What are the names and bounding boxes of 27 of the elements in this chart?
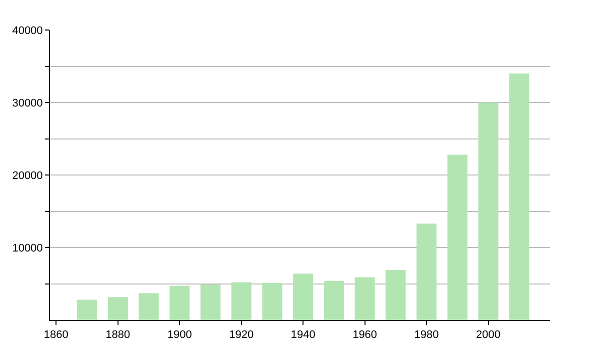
bar	[478, 102, 498, 320]
bar	[354, 277, 375, 320]
y-tick-label: 10000	[12, 242, 43, 254]
bar	[324, 280, 344, 320]
bar	[231, 282, 252, 320]
x-tick-label: 1940	[290, 329, 316, 342]
bar	[77, 300, 98, 320]
y-tick-label: 40000	[12, 24, 43, 37]
bar	[293, 274, 314, 320]
bar	[416, 224, 437, 320]
bar	[386, 270, 406, 320]
bar	[447, 154, 468, 320]
y-tick-label: 30000	[12, 97, 43, 110]
bar	[108, 297, 128, 320]
bar	[509, 74, 530, 320]
bar	[138, 293, 159, 320]
bar	[200, 284, 221, 320]
y-tick-label: 20000	[12, 170, 43, 182]
x-tick-label: 2000	[476, 329, 501, 342]
x-tick-label: 1960	[352, 329, 378, 342]
x-tick-label: 1900	[167, 329, 192, 342]
bar	[262, 283, 282, 320]
x-tick-label: 1920	[229, 329, 254, 342]
x-tick-label: 1980	[414, 329, 439, 342]
x-tick-label: 1880	[106, 329, 130, 342]
bar	[170, 286, 190, 320]
x-tick-label: 1860	[44, 329, 68, 342]
